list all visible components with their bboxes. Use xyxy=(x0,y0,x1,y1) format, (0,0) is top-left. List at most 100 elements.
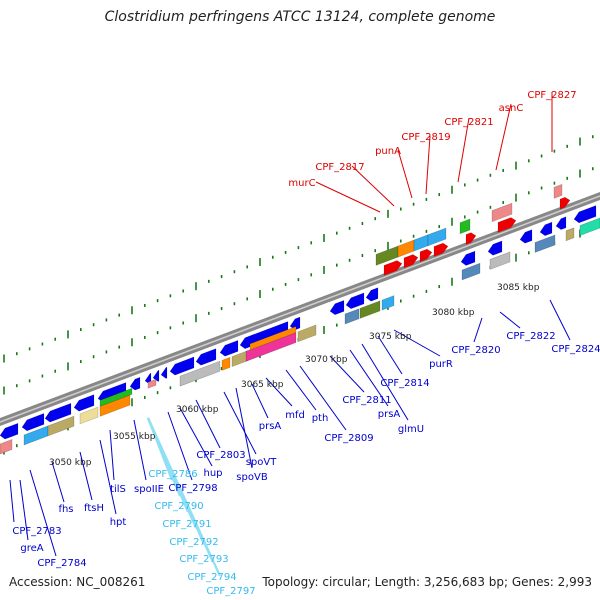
gene-label[interactable]: tilS xyxy=(110,484,126,495)
gene-label[interactable]: spoVB xyxy=(236,472,268,483)
gene-label[interactable]: CPF_2822 xyxy=(506,331,555,342)
gene-label[interactable]: punA xyxy=(375,146,401,157)
gene-label[interactable]: hup xyxy=(203,468,222,479)
cds-forward-arrow xyxy=(465,232,477,245)
cds-reverse-arrow xyxy=(129,376,141,391)
label-leader-line xyxy=(397,149,413,199)
label-leader-line xyxy=(393,329,441,357)
gene-label[interactable]: CPF_2790 xyxy=(154,501,203,512)
label-leader-line xyxy=(251,383,269,419)
gene-label[interactable]: hpt xyxy=(110,517,127,528)
gene-label[interactable]: mfd xyxy=(285,410,305,421)
gene-label[interactable]: greA xyxy=(20,543,43,554)
label-leader-line xyxy=(495,103,512,171)
gene-label[interactable]: CPF_2797 xyxy=(206,586,255,597)
genome-backbone-highlight xyxy=(0,195,600,423)
kbp-label: 3085 kbp xyxy=(497,283,540,293)
label-leader-line xyxy=(51,461,65,503)
label-leader-line xyxy=(361,343,409,421)
gene-label[interactable]: CPF_2809 xyxy=(324,433,373,444)
label-leader-line xyxy=(265,377,293,407)
label-leader-line xyxy=(549,299,571,341)
gene-label[interactable]: fhs xyxy=(58,504,73,515)
cog-feature-block xyxy=(147,378,157,389)
cog-feature-block xyxy=(359,300,381,319)
cog-feature-block xyxy=(375,245,399,266)
cds-reverse-arrow xyxy=(0,422,19,440)
cds-forward-arrow xyxy=(559,196,571,210)
cog-feature-block xyxy=(99,387,133,407)
cog-feature-block xyxy=(231,350,249,368)
cog-feature-block xyxy=(79,406,99,425)
cog-feature-block xyxy=(47,415,75,437)
cds-reverse-arrow xyxy=(345,292,365,310)
cog-feature-block xyxy=(489,251,511,270)
label-leader-line xyxy=(29,469,57,557)
cds-reverse-arrow xyxy=(195,348,217,366)
gene-label[interactable]: CPF_2793 xyxy=(179,554,228,565)
gene-label[interactable]: CPF_2784 xyxy=(37,558,86,569)
cds-reverse-arrow xyxy=(169,356,195,376)
gene-label[interactable]: ftsH xyxy=(84,503,104,514)
label-leader-line xyxy=(457,117,470,183)
cds-forward-arrow xyxy=(497,217,517,233)
cog-feature-block xyxy=(579,217,600,236)
gene-label[interactable]: prsA xyxy=(259,421,282,432)
kbp-label: 3080 kbp xyxy=(432,308,475,318)
cog-feature-block xyxy=(534,234,556,253)
gene-label[interactable]: CPF_2821 xyxy=(444,117,493,128)
gene-label[interactable]: glmU xyxy=(398,424,424,435)
label-leader-line xyxy=(473,317,483,343)
accession-text: Accession: NC_008261 xyxy=(9,575,146,589)
kbp-label: 3070 kbp xyxy=(305,355,348,365)
label-leader-line xyxy=(79,451,93,501)
cds-reverse-arrow xyxy=(152,369,160,382)
gene-label[interactable]: asnC xyxy=(499,103,524,114)
gene-label[interactable]: CPF_2819 xyxy=(401,132,450,143)
rna-gene-labels: CPF_2786 CPF_2790 CPF_2791 CPF_2792 CPF_… xyxy=(148,469,255,597)
cog-feature-block xyxy=(459,218,471,235)
label-leader-line xyxy=(349,349,389,407)
cds-forward-arrow xyxy=(419,248,433,263)
gene-label[interactable]: CPF_2792 xyxy=(169,537,218,548)
gene-label[interactable]: CPF_2817 xyxy=(315,162,364,173)
gene-label[interactable]: spoVT xyxy=(246,457,278,468)
label-leader-line xyxy=(299,365,347,431)
cds-reverse-arrow xyxy=(555,216,567,230)
forward-gene-labels: murC CPF_2817 punA CPF_2819 CPF_2821 asn… xyxy=(288,90,576,189)
cog-feature-block xyxy=(179,360,221,387)
gene-label[interactable]: spoIIE xyxy=(134,484,164,495)
label-leader-line xyxy=(133,419,147,481)
cds-reverse-arrow xyxy=(160,366,168,379)
gene-label[interactable]: purR xyxy=(429,359,453,370)
cds-reverse-arrow xyxy=(487,240,503,256)
cds-reverse-arrow xyxy=(21,413,45,432)
cog-feature-block xyxy=(427,227,447,247)
kbp-label: 3060 kbp xyxy=(176,405,219,415)
gene-label[interactable]: CPF_2783 xyxy=(12,526,61,537)
gene-label[interactable]: CPF_2811 xyxy=(342,395,391,406)
gene-label[interactable]: CPF_2803 xyxy=(196,450,245,461)
kbp-label: 3075 kbp xyxy=(369,332,412,342)
label-leader-line xyxy=(9,479,15,523)
cog-feature-block xyxy=(245,332,297,362)
gene-label[interactable]: CPF_2786 xyxy=(148,469,197,480)
gene-label[interactable]: CPF_2824 xyxy=(551,344,600,355)
gene-label[interactable]: prsA xyxy=(378,409,401,420)
gene-label[interactable]: CPF_2798 xyxy=(168,483,217,494)
gene-label[interactable]: CPF_2791 xyxy=(162,519,211,530)
cds-forward-arrow xyxy=(403,254,419,269)
gene-label[interactable]: pth xyxy=(312,413,329,424)
label-leader-line xyxy=(351,165,395,207)
cds-forward-arrow xyxy=(433,242,449,257)
gene-label[interactable]: CPF_2827 xyxy=(527,90,576,101)
gene-label[interactable]: murC xyxy=(288,178,315,189)
cds-reverse-arrow xyxy=(573,205,597,224)
gene-label[interactable]: CPF_2820 xyxy=(451,345,500,356)
reverse-gene-labels: CPF_2783 greA CPF_2784 fhs ftsH hpt tilS… xyxy=(12,331,600,569)
gene-label[interactable]: CPF_2794 xyxy=(187,572,236,583)
cds-reverse-arrow xyxy=(219,339,239,357)
gene-label[interactable]: CPF_2814 xyxy=(380,378,429,389)
page-title: Clostridium perfringens ATCC 13124, comp… xyxy=(104,9,496,25)
genome-summary-text: Topology: circular; Length: 3,256,683 bp… xyxy=(262,575,592,589)
